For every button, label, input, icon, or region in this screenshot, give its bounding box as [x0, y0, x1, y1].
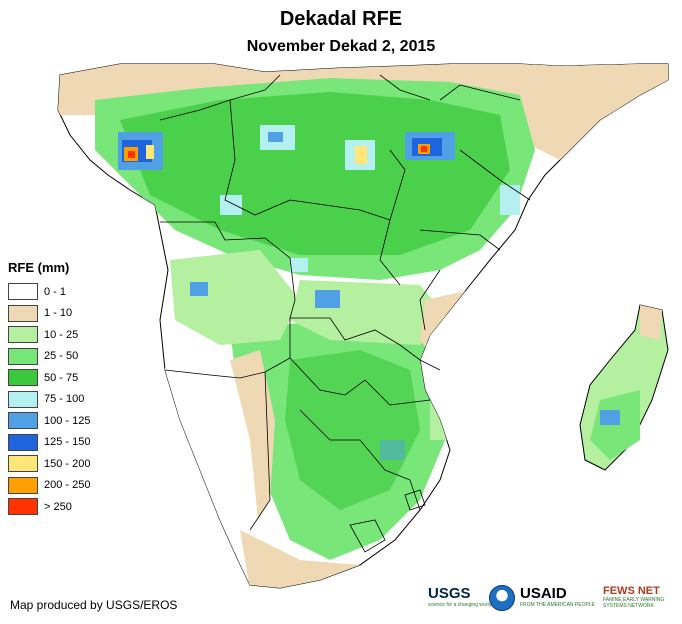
legend-label: 0 - 1 [44, 285, 67, 298]
legend-item: > 250 [8, 496, 90, 518]
legend-label: 150 - 200 [44, 457, 91, 470]
legend-label: 125 - 150 [44, 436, 91, 449]
legend-label: > 250 [44, 500, 72, 513]
usaid-logo: USAID FROM THE AMERICAN PEOPLE [520, 585, 595, 608]
legend-item: 150 - 200 [8, 453, 90, 475]
legend-item: 50 - 75 [8, 367, 90, 389]
legend-swatch [8, 433, 38, 451]
legend-title: RFE (mm) [8, 260, 70, 275]
legend-item: 0 - 1 [8, 281, 90, 303]
usgs-logo: USGS science for a changing world [428, 585, 492, 608]
legend-swatch [8, 347, 38, 365]
legend-label: 25 - 50 [44, 350, 79, 363]
rain-hotspots [118, 125, 520, 460]
legend-label: 200 - 250 [44, 479, 91, 492]
legend-swatch [8, 390, 38, 408]
map-credit: Map produced by USGS/EROS [10, 598, 178, 612]
legend-item: 1 - 10 [8, 303, 90, 325]
legend-swatch [8, 455, 38, 473]
legend-item: 75 - 100 [8, 389, 90, 411]
legend-label: 50 - 75 [44, 371, 79, 384]
legend-label: 75 - 100 [44, 393, 85, 406]
legend-item: 200 - 250 [8, 475, 90, 497]
legend-swatch [8, 326, 38, 344]
legend-item: 100 - 125 [8, 410, 90, 432]
legend-label: 10 - 25 [44, 328, 79, 341]
legend-item: 25 - 50 [8, 346, 90, 368]
map-subtitle: November Dekad 2, 2015 [246, 38, 436, 55]
legend-item: 10 - 25 [8, 324, 90, 346]
legend-label: 1 - 10 [44, 307, 73, 320]
legend-label: 100 - 125 [44, 414, 91, 427]
map-title: Dekadal RFE [279, 8, 403, 30]
legend-swatch [8, 476, 38, 494]
legend: RFE (mm) 0 - 1 1 - 10 10 - 25 25 - 50 50 - 7… [8, 260, 90, 518]
noaa-logo-icon [489, 585, 515, 611]
legend-swatch [8, 412, 38, 430]
legend-swatch [8, 304, 38, 322]
legend-swatch [8, 283, 38, 301]
legend-swatch [8, 498, 38, 516]
fewsnet-logo: FEWS NET FAMINE EARLY WARNING SYSTEMS NE… [603, 585, 665, 609]
legend-item: 125 - 150 [8, 432, 90, 454]
legend-swatch [8, 369, 38, 387]
country-borders [159, 74, 531, 553]
